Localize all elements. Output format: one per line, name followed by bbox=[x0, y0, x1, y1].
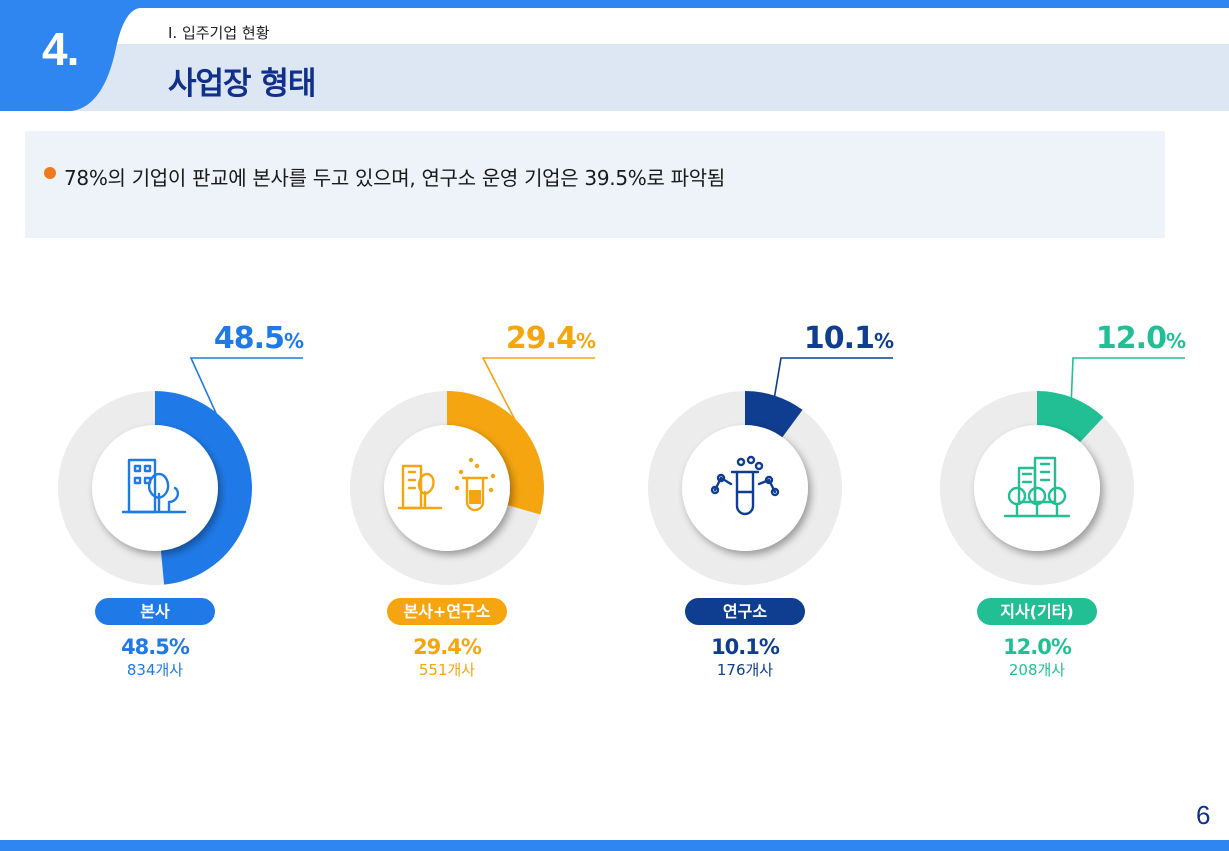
office-lab-icon bbox=[397, 457, 496, 512]
breadcrumb: I. 입주기업 현황 bbox=[168, 24, 270, 42]
header-band bbox=[0, 44, 1229, 111]
donut-center bbox=[682, 425, 808, 551]
summary-text: 78%의 기업이 판교에 본사를 두고 있으며, 연구소 운영 기업은 39.5… bbox=[64, 166, 725, 190]
summary-bullet bbox=[44, 167, 56, 179]
callout-leader bbox=[773, 357, 893, 400]
top-accent-bar bbox=[0, 0, 1229, 8]
callout-percent: 10.1% bbox=[804, 321, 894, 356]
value-label: 12.0% bbox=[1003, 635, 1072, 659]
workplace-type-donut-charts: 48.5% 본사 48.5% 834개사 29.4% 본사+연구소 29.4% 551개사 10… bbox=[58, 321, 1187, 679]
category-label: 본사 bbox=[140, 602, 170, 621]
value-label: 10.1% bbox=[711, 635, 780, 659]
count-label: 176개사 bbox=[717, 661, 773, 679]
branch-building-icon bbox=[1003, 456, 1071, 518]
section-number-tab bbox=[0, 8, 140, 111]
category-pill bbox=[387, 598, 507, 625]
category-label: 연구소 bbox=[723, 602, 767, 621]
donut-center bbox=[384, 425, 510, 551]
category-label: 본사+연구소 bbox=[403, 602, 490, 621]
count-label: 551개사 bbox=[419, 661, 475, 679]
callout-leader bbox=[481, 357, 595, 433]
callout-percent: 12.0% bbox=[1096, 321, 1186, 356]
count-label: 834개사 bbox=[127, 661, 183, 679]
count-label: 208개사 bbox=[1009, 661, 1065, 679]
callout-leader bbox=[1070, 357, 1185, 402]
callout-leader bbox=[189, 357, 303, 484]
value-label: 29.4% bbox=[413, 635, 482, 659]
test-tube-icon bbox=[710, 455, 780, 516]
page-number: 6 bbox=[1196, 800, 1211, 830]
callout-percent: 29.4% bbox=[506, 321, 596, 356]
category-pill bbox=[685, 598, 805, 625]
category-pill bbox=[95, 598, 215, 625]
page-title: 사업장 형태 bbox=[168, 66, 316, 102]
section-number: 4. bbox=[42, 23, 79, 75]
office-building-icon bbox=[121, 458, 187, 514]
category-pill bbox=[977, 598, 1097, 625]
callout-percent: 48.5% bbox=[214, 321, 304, 356]
summary-box bbox=[25, 131, 1165, 238]
bottom-accent-bar bbox=[0, 840, 1229, 851]
category-label: 지사(기타) bbox=[1000, 602, 1074, 621]
value-label: 48.5% bbox=[121, 635, 190, 659]
